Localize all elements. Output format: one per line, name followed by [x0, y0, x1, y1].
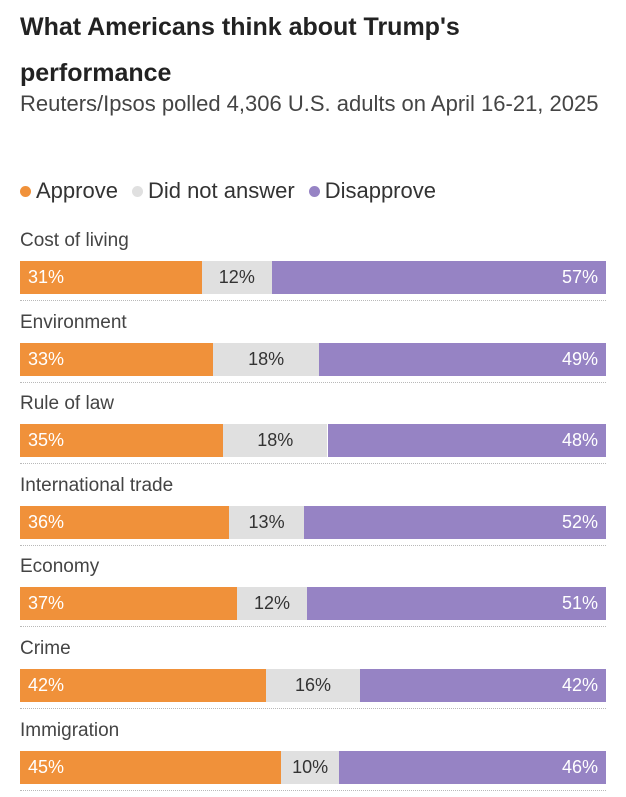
legend-dot-no-answer [131, 185, 143, 197]
data-label-disapprove: 57% [561, 267, 598, 287]
legend-label-no-answer: Did not answer [147, 178, 295, 203]
data-label-disapprove: 51% [561, 593, 598, 614]
stacked-bar: 35% 18% 48% [20, 424, 606, 458]
row-divider [20, 789, 606, 791]
row-divider [20, 626, 606, 628]
chart-row-international-trade: International trade 36% 13% 52% [20, 471, 606, 553]
chart-subtitle: Reuters/Ipsos polled 4,306 U.S. adults o… [20, 91, 599, 116]
data-label-approve: 42% [28, 674, 65, 695]
row-divider [20, 707, 606, 709]
chart-row-immigration: Immigration 45% 10% 46% [20, 716, 606, 797]
stacked-bar: 36% 13% 52% [20, 505, 606, 539]
data-label-approve: 37% [28, 593, 65, 614]
legend-label-approve: Approve [36, 178, 118, 203]
data-label-no-answer: 12% [253, 593, 290, 614]
stacked-bar: 42% 16% 42% [20, 668, 606, 702]
chart-row-environment: Environment 33% 18% 49% [20, 308, 606, 390]
bar-segment-no-answer: 18% [223, 424, 328, 458]
bar-segment-no-answer: 16% [266, 668, 360, 702]
row-divider [20, 544, 606, 546]
category-label: Economy [20, 556, 100, 578]
bar-segment-disapprove: 48% [327, 424, 606, 458]
row-divider [20, 381, 606, 383]
legend-label-disapprove: Disapprove [324, 178, 436, 203]
data-label-no-answer: 12% [218, 267, 255, 287]
legend-item-no-answer: Did not answer [131, 178, 295, 204]
bar-segment-approve: 42% [20, 668, 267, 702]
bar-segment-disapprove: 52% [304, 505, 606, 539]
data-label-no-answer: 16% [294, 674, 331, 695]
bar-segment-disapprove: 51% [307, 587, 606, 621]
data-label-approve: 33% [28, 348, 65, 369]
bar-segment-no-answer: 18% [213, 342, 319, 376]
bar-segment-disapprove: 57% [271, 261, 606, 294]
category-label: International trade [20, 474, 174, 496]
data-label-disapprove: 49% [561, 348, 598, 369]
stacked-bar: 33% 18% 49% [20, 342, 606, 376]
legend-dot-approve [20, 185, 31, 197]
data-label-disapprove: 46% [561, 756, 598, 777]
category-label: Rule of law [20, 393, 114, 415]
chart-row-rule-of-law: Rule of law 35% 18% 48% [20, 389, 606, 471]
stacked-bar: 45% 10% 46% [20, 750, 606, 784]
category-label: Environment [20, 311, 127, 333]
bar-segment-no-answer: 13% [228, 505, 305, 539]
bar-segment-no-answer: 12% [236, 587, 308, 621]
data-label-disapprove: 48% [561, 430, 598, 451]
bar-segment-approve: 35% [20, 424, 224, 458]
legend-item-approve: Approve [20, 178, 118, 204]
bar-segment-approve: 33% [20, 342, 214, 376]
data-label-approve: 31% [28, 267, 65, 287]
data-label-no-answer: 18% [257, 430, 294, 451]
stacked-bar: 37% 12% 51% [20, 587, 606, 621]
row-divider [20, 300, 606, 301]
bar-segment-approve: 45% [20, 750, 282, 784]
legend-dot-disapprove [308, 185, 320, 197]
category-label: Cost of living [20, 230, 129, 251]
chart-rows: Cost of living 31% 12% 57% Environment 33% 18%… [20, 226, 606, 797]
bar-segment-no-answer: 12% [201, 261, 272, 294]
data-label-disapprove: 52% [561, 511, 598, 532]
chart-row-economy: Economy 37% 12% 51% [20, 552, 606, 634]
bar-segment-approve: 37% [20, 587, 237, 621]
bar-segment-no-answer: 10% [281, 750, 340, 784]
data-label-approve: 36% [28, 511, 65, 532]
bar-segment-approve: 31% [20, 261, 202, 294]
data-label-disapprove: 42% [561, 674, 598, 695]
bar-segment-disapprove: 49% [318, 342, 606, 376]
bar-segment-approve: 36% [20, 505, 229, 539]
chart-row-cost-of-living: Cost of living 31% 12% 57% [20, 226, 606, 308]
legend-item-disapprove: Disapprove [308, 178, 436, 204]
bar-segment-disapprove: 46% [339, 750, 606, 784]
data-label-approve: 35% [28, 430, 65, 451]
chart-legend: Approve Did not answer Disapprove [20, 178, 450, 204]
category-label: Crime [20, 637, 71, 659]
chart-row-crime: Crime 42% 16% 42% [20, 634, 606, 716]
stacked-bar: 31% 12% 57% [20, 261, 606, 294]
row-divider [20, 463, 606, 465]
data-label-no-answer: 18% [248, 348, 285, 369]
data-label-approve: 45% [28, 756, 65, 777]
data-label-no-answer: 13% [248, 511, 285, 532]
chart-title: What Americans think about Trump's perfo… [20, 13, 460, 87]
data-label-no-answer: 10% [292, 756, 329, 777]
category-label: Immigration [20, 719, 120, 741]
bar-segment-disapprove: 42% [359, 668, 606, 702]
